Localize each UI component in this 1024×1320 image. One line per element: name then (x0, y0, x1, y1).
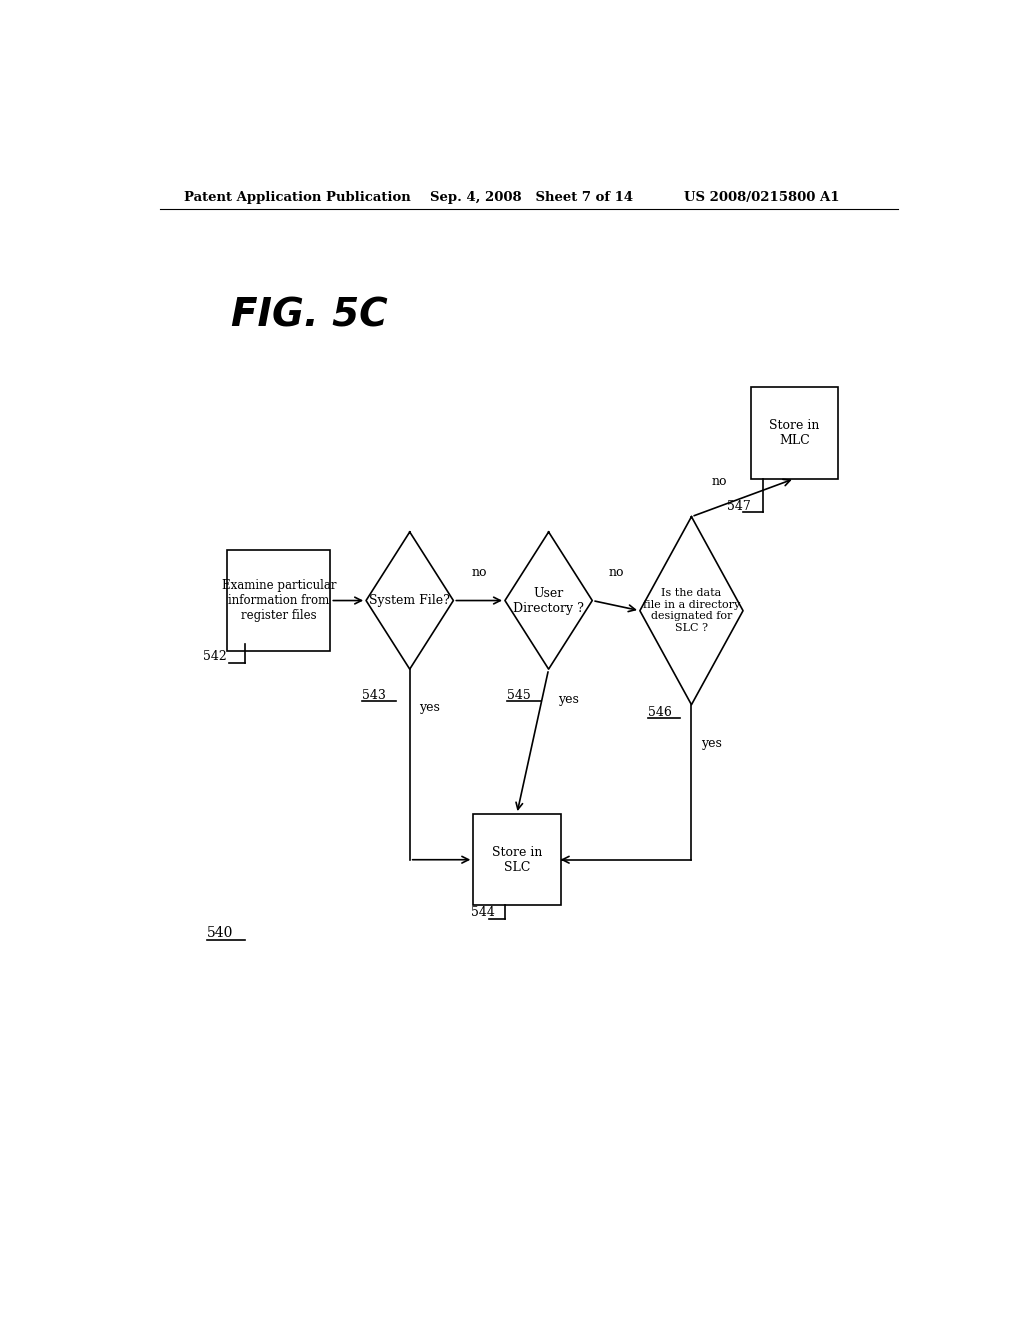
Text: no: no (608, 565, 624, 578)
Text: yes: yes (701, 737, 722, 750)
Text: yes: yes (419, 701, 440, 714)
Text: 547: 547 (727, 499, 751, 512)
Text: Store in
MLC: Store in MLC (769, 418, 820, 447)
Bar (227, 549, 331, 651)
Text: Patent Application Publication: Patent Application Publication (183, 190, 411, 203)
Text: FIG. 5C: FIG. 5C (231, 297, 388, 335)
Text: User
Directory ?: User Directory ? (513, 586, 584, 615)
Text: System File?: System File? (370, 594, 451, 607)
Text: yes: yes (558, 693, 579, 706)
Text: Sep. 4, 2008   Sheet 7 of 14: Sep. 4, 2008 Sheet 7 of 14 (430, 190, 633, 203)
Text: 544: 544 (471, 906, 495, 919)
Text: 543: 543 (362, 689, 386, 701)
Text: 542: 542 (204, 649, 227, 663)
Text: 540: 540 (207, 925, 233, 940)
Text: Examine particular
information from
register files: Examine particular information from regi… (221, 579, 336, 622)
Bar (751, 387, 839, 479)
Text: 545: 545 (507, 689, 530, 701)
Bar (473, 814, 560, 906)
Text: no: no (712, 475, 727, 487)
Text: 546: 546 (648, 706, 672, 719)
Text: US 2008/0215800 A1: US 2008/0215800 A1 (684, 190, 839, 203)
Text: Store in
SLC: Store in SLC (492, 846, 542, 874)
Text: no: no (471, 565, 487, 578)
Text: Is the data
file in a directory
designated for
SLC ?: Is the data file in a directory designat… (643, 589, 740, 634)
